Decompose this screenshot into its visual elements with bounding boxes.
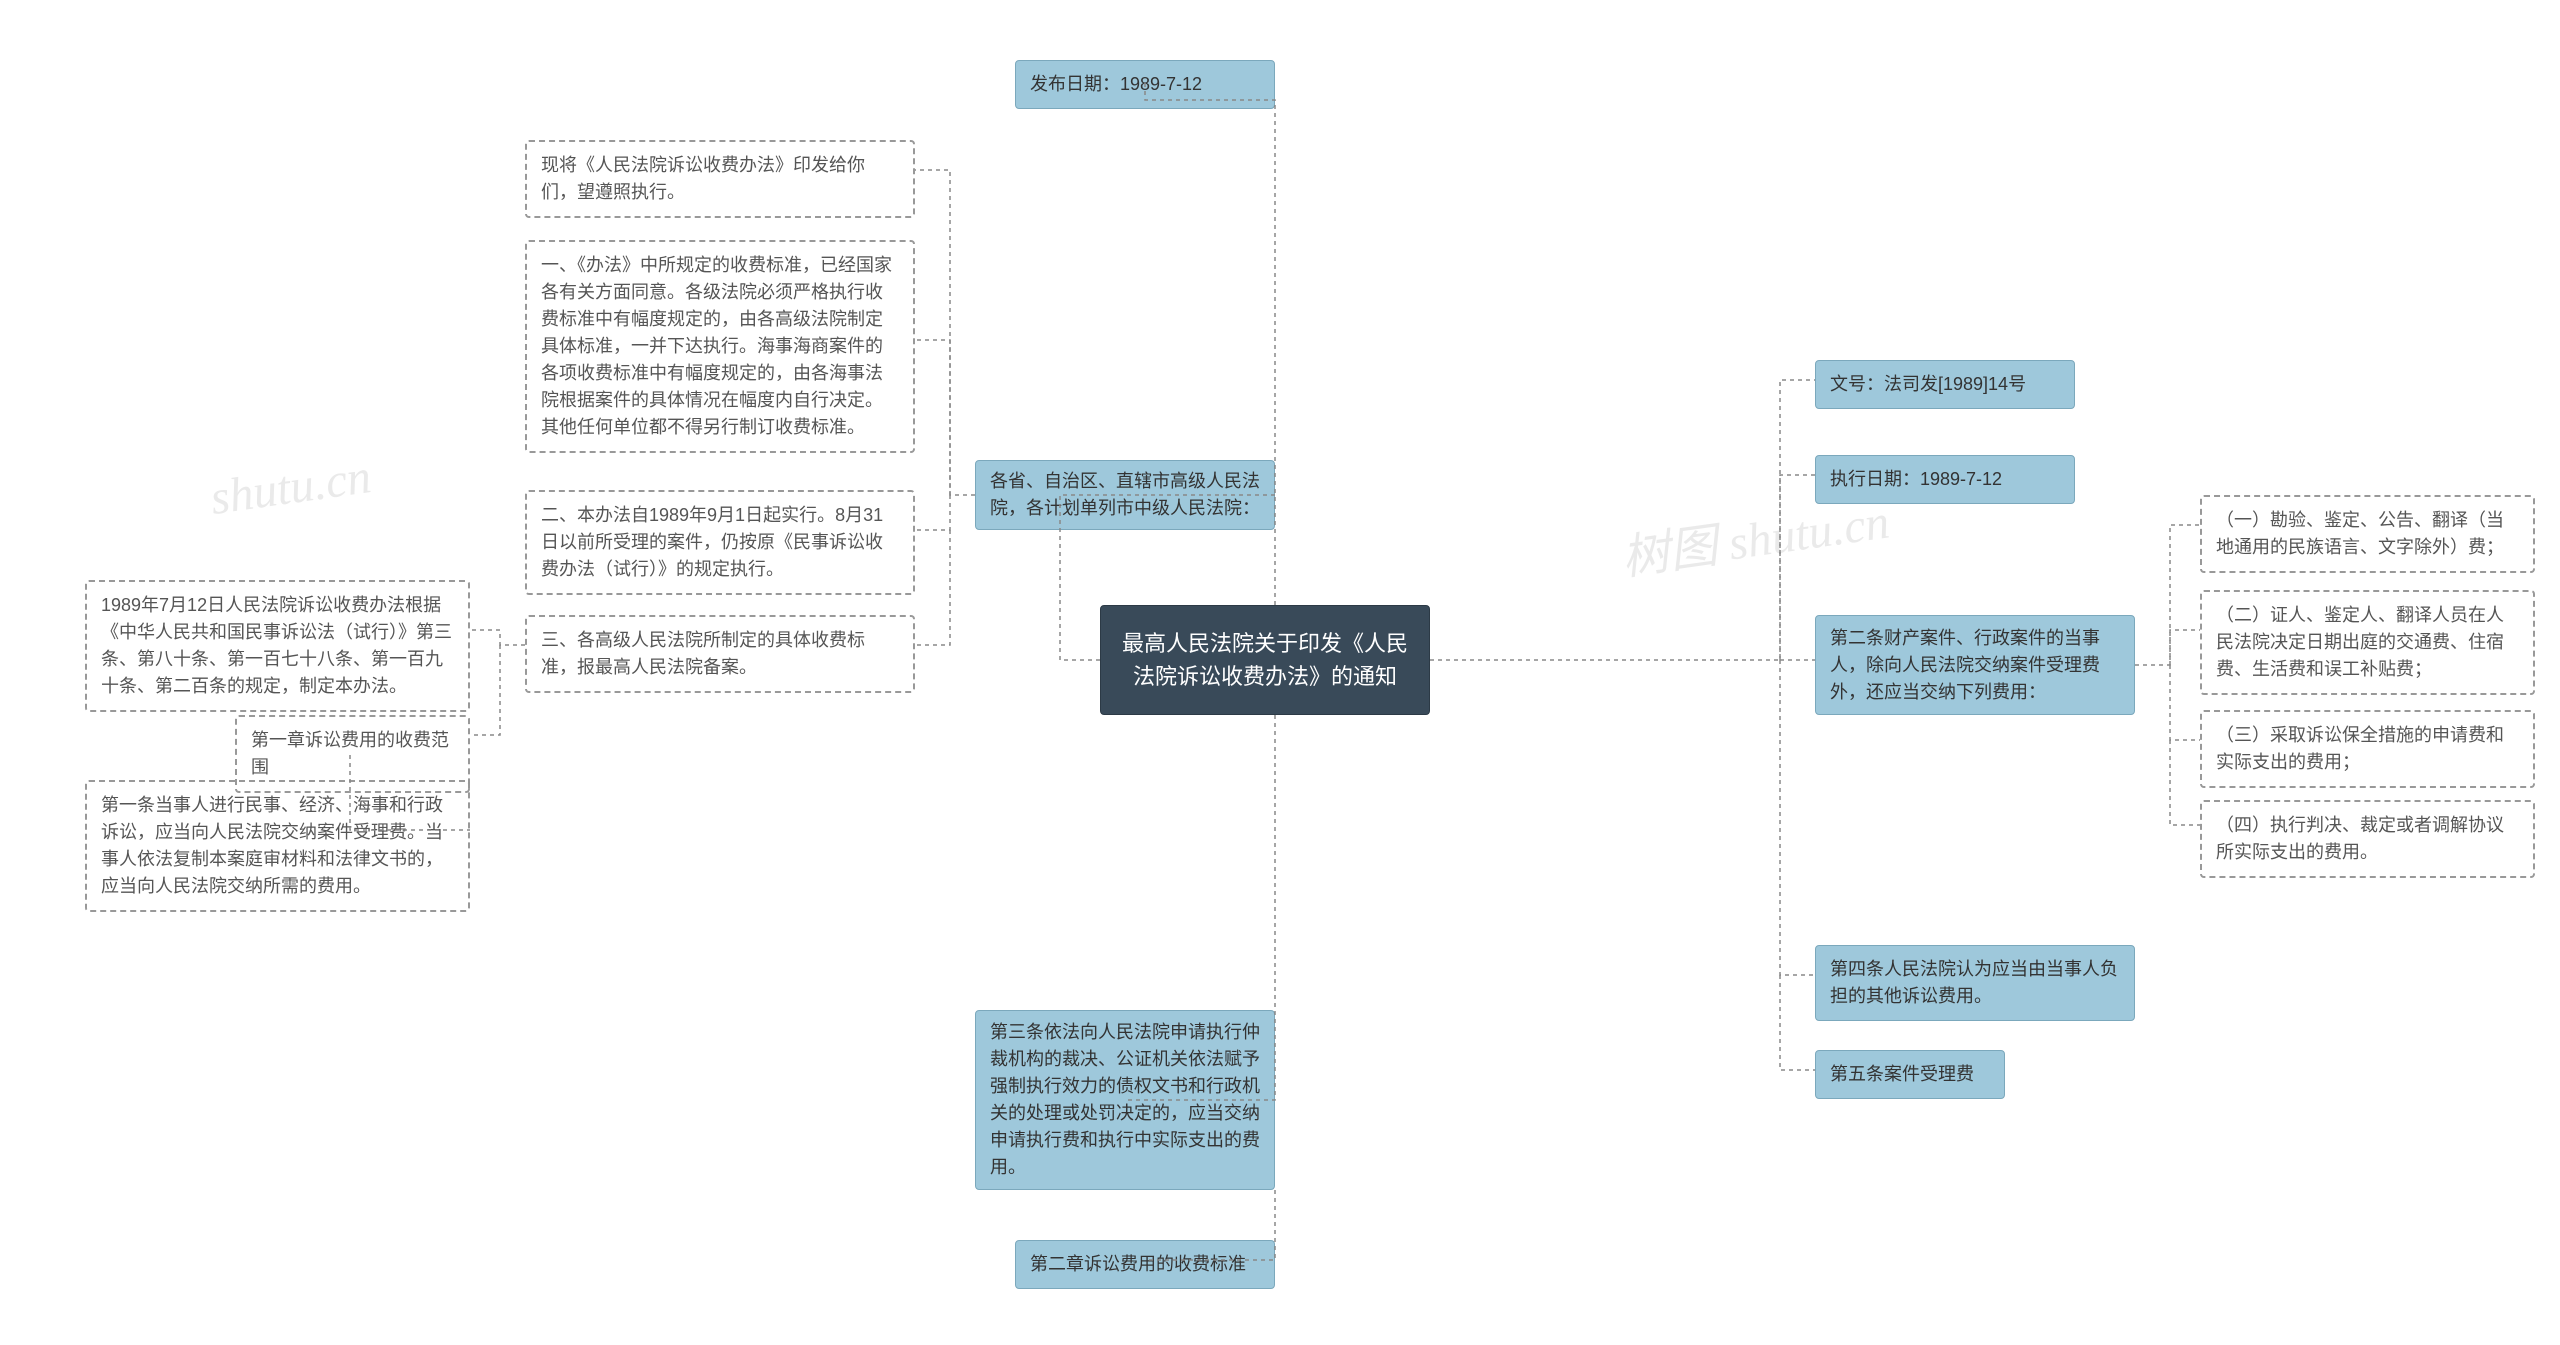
left-b3-text: 第三条依法向人民法院申请执行仲裁机构的裁决、公证机关依法赋予强制执行效力的债权文… — [990, 1019, 1260, 1181]
right-r1: 文号：法司发[1989]14号 — [1815, 360, 2075, 409]
left-b2: 各省、自治区、直辖市高级人民法院，各计划单列市中级人民法院： — [975, 460, 1275, 530]
right-s3: （三）采取诉讼保全措施的申请费和实际支出的费用； — [2200, 710, 2535, 788]
right-s3-text: （三）采取诉讼保全措施的申请费和实际支出的费用； — [2216, 722, 2519, 776]
left-b2-text: 各省、自治区、直辖市高级人民法院，各计划单列市中级人民法院： — [990, 468, 1260, 522]
left-b1: 发布日期：1989-7-12 — [1015, 60, 1275, 109]
right-s2-text: （二）证人、鉴定人、翻译人员在人民法院决定日期出庭的交通费、住宿费、生活费和误工… — [2216, 602, 2519, 683]
right-r2: 执行日期：1989-7-12 — [1815, 455, 2075, 504]
left-b3: 第三条依法向人民法院申请执行仲裁机构的裁决、公证机关依法赋予强制执行效力的债权文… — [975, 1010, 1275, 1190]
right-r3-text: 第二条财产案件、行政案件的当事人，除向人民法院交纳案件受理费外，还应当交纳下列费… — [1830, 625, 2120, 706]
left-d2-text: 第一章诉讼费用的收费范围 — [251, 727, 454, 781]
left-b2-c2: 一、《办法》中所规定的收费标准，已经国家各有关方面同意。各级法院必须严格执行收费… — [525, 240, 915, 453]
left-b2-c3-text: 二、本办法自1989年9月1日起实行。8月31日以前所受理的案件，仍按原《民事诉… — [541, 502, 899, 583]
left-b2-c4-text: 三、各高级人民法院所制定的具体收费标准，报最高人民法院备案。 — [541, 627, 899, 681]
right-r4-text: 第四条人民法院认为应当由当事人负担的其他诉讼费用。 — [1830, 956, 2120, 1010]
right-r3: 第二条财产案件、行政案件的当事人，除向人民法院交纳案件受理费外，还应当交纳下列费… — [1815, 615, 2135, 715]
left-b1-text: 发布日期：1989-7-12 — [1030, 71, 1202, 98]
center-text: 最高人民法院关于印发《人民法院诉讼收费办法》的通知 — [1115, 627, 1415, 693]
right-r1-text: 文号：法司发[1989]14号 — [1830, 371, 2026, 398]
left-b2-c4: 三、各高级人民法院所制定的具体收费标准，报最高人民法院备案。 — [525, 615, 915, 693]
left-b4: 第二章诉讼费用的收费标准 — [1015, 1240, 1275, 1289]
right-r5-text: 第五条案件受理费 — [1830, 1061, 1974, 1088]
left-d1-text: 1989年7月12日人民法院诉讼收费办法根据《中华人民共和国民事诉讼法（试行）》… — [101, 592, 454, 700]
center-node: 最高人民法院关于印发《人民法院诉讼收费办法》的通知 — [1100, 605, 1430, 715]
right-r4: 第四条人民法院认为应当由当事人负担的其他诉讼费用。 — [1815, 945, 2135, 1021]
left-d1: 1989年7月12日人民法院诉讼收费办法根据《中华人民共和国民事诉讼法（试行）》… — [85, 580, 470, 712]
right-r2-text: 执行日期：1989-7-12 — [1830, 466, 2002, 493]
left-b2-c3: 二、本办法自1989年9月1日起实行。8月31日以前所受理的案件，仍按原《民事诉… — [525, 490, 915, 595]
left-b4-text: 第二章诉讼费用的收费标准 — [1030, 1251, 1246, 1278]
left-e1: 第一条当事人进行民事、经济、海事和行政诉讼，应当向人民法院交纳案件受理费。当事人… — [85, 780, 470, 912]
left-b2-c1-text: 现将《人民法院诉讼收费办法》印发给你们，望遵照执行。 — [541, 152, 899, 206]
watermark-left: shutu.cn — [207, 449, 374, 526]
left-b2-c1: 现将《人民法院诉讼收费办法》印发给你们，望遵照执行。 — [525, 140, 915, 218]
right-s1-text: （一）勘验、鉴定、公告、翻译（当地通用的民族语言、文字除外）费； — [2216, 507, 2519, 561]
left-e1-text: 第一条当事人进行民事、经济、海事和行政诉讼，应当向人民法院交纳案件受理费。当事人… — [101, 792, 454, 900]
right-s2: （二）证人、鉴定人、翻译人员在人民法院决定日期出庭的交通费、住宿费、生活费和误工… — [2200, 590, 2535, 695]
right-r5: 第五条案件受理费 — [1815, 1050, 2005, 1099]
left-b2-c2-text: 一、《办法》中所规定的收费标准，已经国家各有关方面同意。各级法院必须严格执行收费… — [541, 252, 899, 441]
right-s1: （一）勘验、鉴定、公告、翻译（当地通用的民族语言、文字除外）费； — [2200, 495, 2535, 573]
right-s4: （四）执行判决、裁定或者调解协议所实际支出的费用。 — [2200, 800, 2535, 878]
right-s4-text: （四）执行判决、裁定或者调解协议所实际支出的费用。 — [2216, 812, 2519, 866]
